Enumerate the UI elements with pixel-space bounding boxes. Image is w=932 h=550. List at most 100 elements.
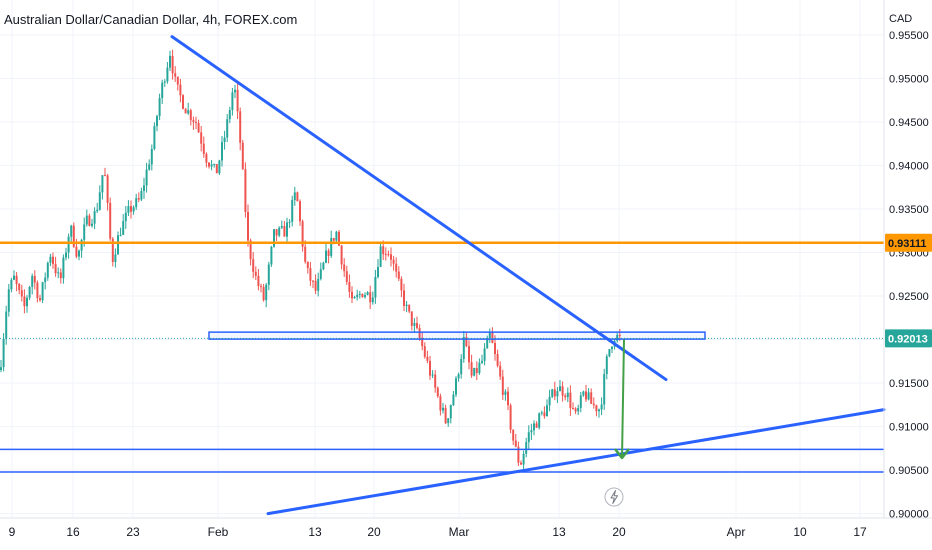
candle (62, 254, 65, 284)
candle-body (260, 285, 262, 287)
candle (39, 294, 41, 302)
candle-body (98, 192, 101, 210)
candle (286, 217, 288, 243)
candle (598, 408, 600, 418)
candle (101, 175, 104, 200)
candle-body (254, 271, 257, 276)
candle-body (106, 175, 109, 203)
candle-body (231, 92, 234, 110)
candle (223, 130, 226, 150)
candle-body (452, 394, 455, 406)
candle (150, 144, 153, 171)
candle-body (252, 259, 255, 272)
candle (460, 354, 463, 379)
candle-body (109, 202, 112, 239)
candle (559, 380, 561, 392)
candle (592, 397, 595, 409)
candle (434, 370, 437, 393)
price-badge-orange: 0.93111 (885, 233, 932, 252)
candle-body (572, 408, 574, 410)
candle-body (236, 89, 239, 112)
candle-body (85, 215, 88, 225)
candle-body (7, 289, 10, 312)
candle-body (312, 280, 314, 282)
y-tick-label: 0.90500 (889, 465, 929, 477)
resistance-zone[interactable] (208, 331, 706, 340)
candle (182, 94, 184, 110)
candle (293, 186, 296, 206)
ascending-trendline[interactable] (266, 408, 886, 516)
candle (236, 83, 239, 120)
candle-body (205, 153, 208, 163)
candle-body (88, 215, 91, 226)
candle (322, 261, 325, 271)
candle-body (322, 262, 325, 270)
candle-body (566, 392, 569, 398)
candle-body (486, 338, 489, 349)
candle (124, 205, 127, 229)
candle (486, 335, 489, 349)
candle-body (462, 337, 465, 359)
projection-arrow[interactable] (614, 339, 630, 460)
candle-body (525, 442, 528, 454)
candle-body (171, 55, 174, 74)
candle-body (605, 356, 608, 375)
grid-layer (0, 0, 884, 518)
candle-body (93, 211, 96, 224)
candle-body (247, 212, 249, 241)
candle-body (371, 297, 374, 303)
candle (566, 387, 569, 403)
candle (429, 356, 431, 380)
candle-body (499, 365, 502, 377)
candle-body (595, 405, 598, 412)
candle-body (598, 409, 600, 412)
candle (252, 251, 255, 279)
candle-body (465, 337, 468, 347)
candle (33, 270, 36, 290)
candles-layer (0, 49, 621, 470)
candle (335, 230, 338, 244)
candle (481, 354, 483, 365)
candle (49, 253, 52, 267)
candle-body (296, 192, 299, 202)
candle (197, 119, 200, 133)
candle (608, 348, 611, 358)
candle (377, 259, 379, 279)
candle (390, 247, 392, 267)
candle-body (348, 281, 351, 292)
candle (574, 407, 577, 415)
candle-body (26, 297, 28, 307)
candle (577, 404, 580, 416)
candle-body (600, 404, 603, 410)
candle-body (317, 278, 320, 291)
candle (325, 243, 327, 264)
candle (306, 261, 309, 274)
candle-body (158, 98, 161, 117)
candle (483, 343, 486, 366)
candle-body (483, 348, 486, 361)
descending-trendline[interactable] (170, 35, 668, 382)
price-scale[interactable]: 0.955000.950000.945000.940000.935000.930… (885, 30, 932, 521)
candle-body (241, 142, 244, 170)
candle-body (608, 349, 611, 357)
candle-body (517, 446, 520, 463)
candle (247, 204, 249, 247)
candle-body (293, 192, 296, 201)
candle (507, 387, 509, 411)
candle-body (390, 254, 392, 260)
candle (405, 301, 408, 313)
candle-body (366, 292, 369, 295)
candle (496, 349, 499, 368)
candle-body (330, 238, 333, 256)
candle (512, 429, 515, 446)
candle-body (616, 334, 619, 341)
lightning-icon[interactable] (604, 487, 624, 507)
candle-body (228, 109, 231, 120)
candle-body (314, 280, 317, 291)
time-scale[interactable]: 9 16 23 Feb 13 20 Mar 13 20 Apr 10 17 (9, 525, 867, 539)
candle-body (265, 284, 268, 301)
candle-body (369, 292, 372, 303)
candle-body (218, 160, 221, 174)
candle (57, 267, 60, 279)
